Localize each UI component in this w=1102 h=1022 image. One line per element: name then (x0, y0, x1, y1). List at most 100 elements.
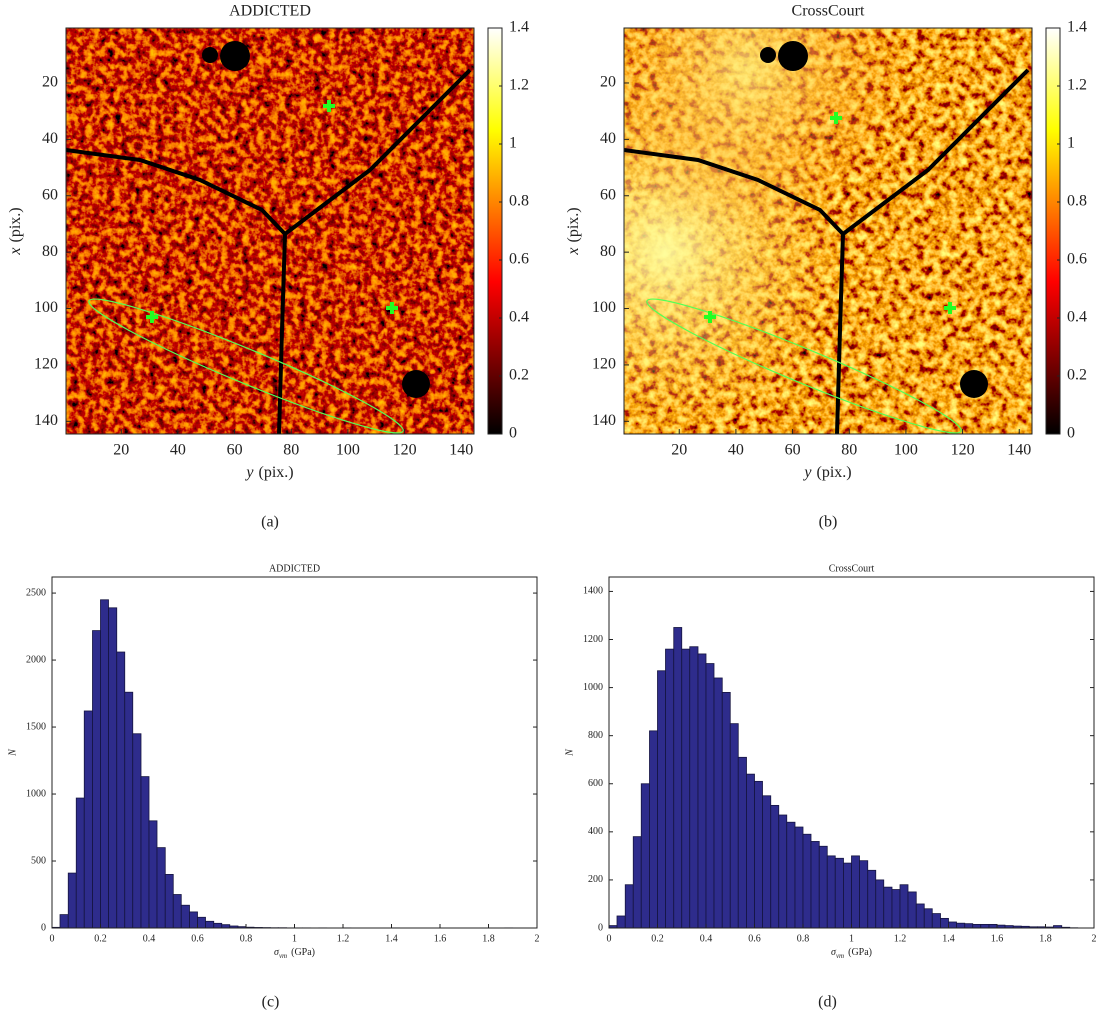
bar (116, 651, 126, 929)
bar (213, 922, 223, 929)
y-tick-label: 60 (600, 186, 616, 203)
x-axis-label: σvm (GPa) (831, 947, 872, 959)
x-tick-label: 40 (728, 442, 744, 459)
x-tick-label: 140 (449, 442, 473, 459)
y-tick-label: 1500 (26, 721, 46, 732)
bar (956, 922, 966, 929)
bar (205, 920, 215, 929)
y-tick-label: 1400 (583, 586, 603, 597)
x-tick-label: 0.8 (240, 933, 253, 944)
bar (737, 756, 747, 929)
x-axis-label-unit: (GPa) (848, 947, 872, 958)
bar (689, 646, 699, 929)
bar (221, 924, 231, 929)
y-tick-label: 100 (592, 299, 616, 316)
bar (778, 814, 788, 929)
x-tick-label: 100 (336, 442, 360, 459)
bar (632, 836, 642, 929)
bar (100, 599, 109, 929)
colorbar-tick-label: 0.8 (509, 193, 529, 210)
bar (721, 691, 731, 929)
y-axis-label: x (pix.) (565, 207, 582, 255)
axes-frame (623, 27, 1033, 435)
bar (640, 783, 650, 929)
y-axis-label-unit: (pix.) (565, 207, 582, 242)
y-tick-label: 140 (34, 412, 58, 429)
x-tick-label: 120 (393, 442, 417, 459)
colorbar-tick-label: 0 (509, 425, 517, 442)
y-tick-label: 100 (34, 299, 58, 316)
y-tick-label: 140 (592, 412, 616, 429)
colorbar-tick-label: 1 (509, 135, 517, 152)
bar (156, 847, 166, 929)
colorbar-tick-label: 0.4 (1067, 309, 1087, 326)
y-tick-label: 400 (588, 826, 603, 837)
x-tick-label: 140 (1007, 442, 1031, 459)
colorbar-tick-label: 0.8 (1067, 193, 1087, 210)
bar (657, 670, 666, 929)
x-axis-label-unit: (pix.) (259, 464, 294, 481)
y-tick-label: 600 (588, 778, 603, 789)
bar (124, 691, 134, 929)
y-axis-label-symbol: x (7, 248, 24, 256)
colorbar (1045, 27, 1061, 435)
x-tick-label: 1.6 (434, 933, 447, 944)
y-tick-label: 800 (588, 730, 603, 741)
colorbar-tick-label: 0.4 (509, 309, 529, 326)
x-tick-label: 2 (1092, 933, 1097, 944)
bar (867, 869, 877, 929)
bar (697, 653, 707, 929)
bar (92, 630, 101, 929)
x-tick-label: 1.4 (942, 933, 955, 944)
x-tick-label: 1.2 (337, 933, 350, 944)
y-tick-label: 2500 (26, 587, 46, 598)
bar (67, 872, 77, 929)
bar (59, 914, 69, 929)
x-tick-label: 100 (894, 442, 918, 459)
bar (148, 820, 158, 929)
x-tick-label: 0.4 (143, 933, 156, 944)
bar (75, 797, 85, 929)
y-tick-label: 40 (42, 130, 58, 147)
bar (948, 921, 957, 929)
y-axis-label-unit: (pix.) (7, 207, 24, 242)
bar (875, 879, 885, 929)
colorbar-tick-label: 0.6 (509, 251, 529, 268)
x-tick-label: 60 (227, 442, 243, 459)
colorbar-tick-label: 1.2 (1067, 77, 1087, 94)
x-tick-label: 60 (785, 442, 801, 459)
y-tick-label: 120 (592, 356, 616, 373)
x-tick-label: 80 (841, 442, 857, 459)
bar (729, 723, 739, 929)
bar (826, 855, 836, 929)
x-axis-label-subscript: vm (836, 952, 844, 960)
colorbar-tick-label: 0.2 (1067, 367, 1087, 384)
y-axis-label: x (pix.) (7, 207, 24, 255)
colorbar-tick-label: 1.2 (509, 77, 529, 94)
bar (818, 845, 828, 929)
bar (980, 923, 990, 929)
bar (810, 841, 820, 929)
x-axis-label-symbol: σ (274, 947, 280, 958)
heatmap-image (623, 28, 1032, 435)
x-tick-label: 0.8 (797, 933, 810, 944)
x-tick-label: 0.2 (651, 933, 664, 944)
bar (180, 904, 190, 929)
x-tick-label: 0.4 (700, 933, 713, 944)
bar (907, 891, 917, 929)
x-tick-label: 20 (671, 442, 687, 459)
colorbar-tick-label: 1.4 (1067, 19, 1087, 36)
y-tick-label: 1200 (583, 634, 603, 645)
bar (705, 663, 715, 929)
bar (923, 908, 933, 929)
bar (172, 894, 182, 929)
x-tick-label: 40 (170, 442, 186, 459)
caption: (d) (818, 994, 837, 1011)
bar (164, 874, 174, 929)
x-tick-label: 1.8 (482, 933, 495, 944)
colorbar-tick-label: 1 (1067, 135, 1075, 152)
y-tick-label: 500 (31, 855, 46, 866)
x-tick-label: 1.2 (894, 933, 907, 944)
